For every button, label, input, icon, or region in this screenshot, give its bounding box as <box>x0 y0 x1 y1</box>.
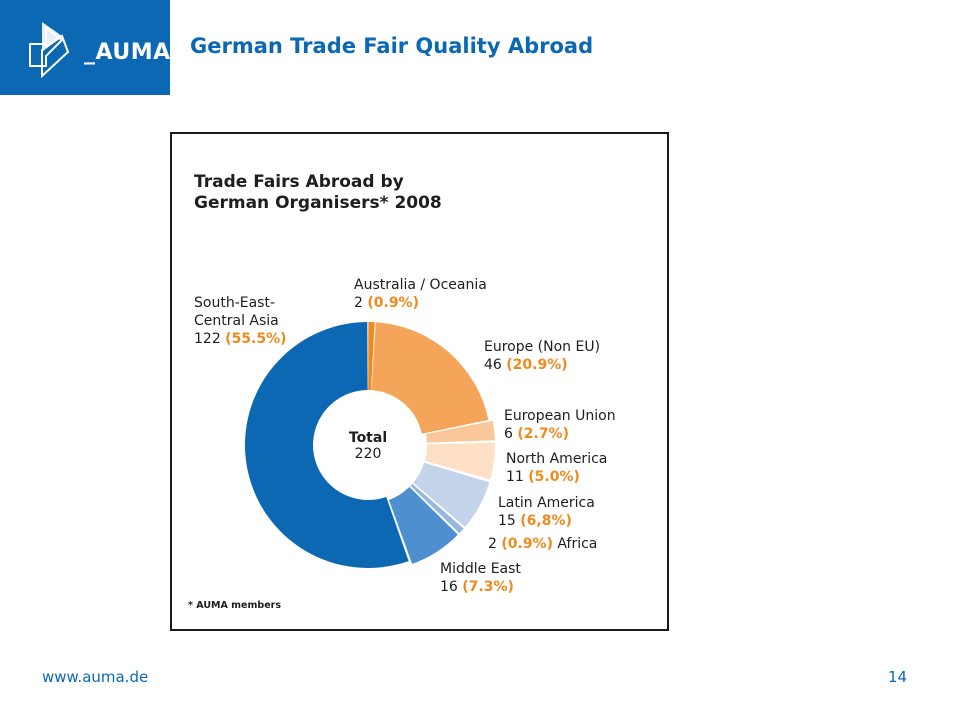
slice-label: South-East- Central Asia 122 (55.5%) <box>194 294 287 348</box>
slice-name: Australia / Oceania <box>354 277 487 293</box>
total-label: Total 220 <box>328 430 408 462</box>
slice-percent: (0.9%) <box>367 295 419 311</box>
pie-slice <box>410 483 464 534</box>
slice-label: Middle East 16 (7.3%) <box>440 560 521 596</box>
slice-label: Latin America 15 (6,8%) <box>498 494 595 530</box>
auma-logo-icon <box>29 22 70 78</box>
slice-label: Europe (Non EU) 46 (20.9%) <box>484 338 600 374</box>
slice-value: 16 <box>440 579 463 595</box>
pie-slice <box>371 322 489 434</box>
slice-label: European Union 6 (2.7%) <box>504 407 616 443</box>
pie-slice <box>413 462 490 527</box>
slice-percent: (0.9%) <box>501 536 553 552</box>
slice-name: South-East- <box>194 295 275 311</box>
slice-name: Central Asia <box>194 313 279 329</box>
slice-label: North America 11 (5.0%) <box>506 450 607 486</box>
pie-chart <box>244 322 495 568</box>
slice-name: Africa <box>552 536 598 552</box>
slice-percent: (5.0%) <box>528 469 580 485</box>
slice-name: Europe (Non EU) <box>484 339 601 355</box>
total-title: Total <box>348 430 388 446</box>
slice-name: European Union <box>504 408 616 424</box>
total-value: 220 <box>354 446 382 462</box>
pie-slice <box>425 420 495 443</box>
slice-percent: (55.5%) <box>225 331 287 347</box>
slice-name: North America <box>506 451 608 467</box>
footer-url[interactable]: www.auma.de <box>42 668 149 686</box>
slice-value: 15 <box>498 513 521 529</box>
pie-slice <box>424 442 495 480</box>
logo-text: _AUMA <box>84 40 171 65</box>
slice-value: 122 <box>194 331 226 347</box>
pie-slice <box>244 322 409 568</box>
slice-percent: (7.3%) <box>462 579 514 595</box>
slice-percent: (6,8%) <box>520 513 572 529</box>
page-number: 14 <box>888 668 908 686</box>
slice-value: 2 <box>488 536 502 552</box>
slice-percent: (2.7%) <box>517 426 569 442</box>
slice-label: 2 (0.9%) Africa <box>488 535 597 553</box>
slice-name: Latin America <box>498 495 595 511</box>
chart-frame: Trade Fairs Abroad by German Organisers*… <box>170 132 669 631</box>
slice-value: 6 <box>504 426 518 442</box>
slice-value: 11 <box>506 469 529 485</box>
slice-name: Middle East <box>440 561 521 577</box>
pie-slice <box>368 322 375 391</box>
chart-title: Trade Fairs Abroad by German Organisers*… <box>194 172 442 213</box>
chart-footnote: * AUMA members <box>188 600 281 611</box>
slice-value: 2 <box>354 295 368 311</box>
slice-value: 46 <box>484 357 507 373</box>
pie-slice <box>388 486 458 564</box>
slice-label: Australia / Oceania 2 (0.9%) <box>354 276 487 312</box>
auma-logo[interactable]: _AUMA <box>0 0 170 95</box>
slice-percent: (20.9%) <box>506 357 568 373</box>
page-title: German Trade Fair Quality Abroad <box>190 34 594 58</box>
